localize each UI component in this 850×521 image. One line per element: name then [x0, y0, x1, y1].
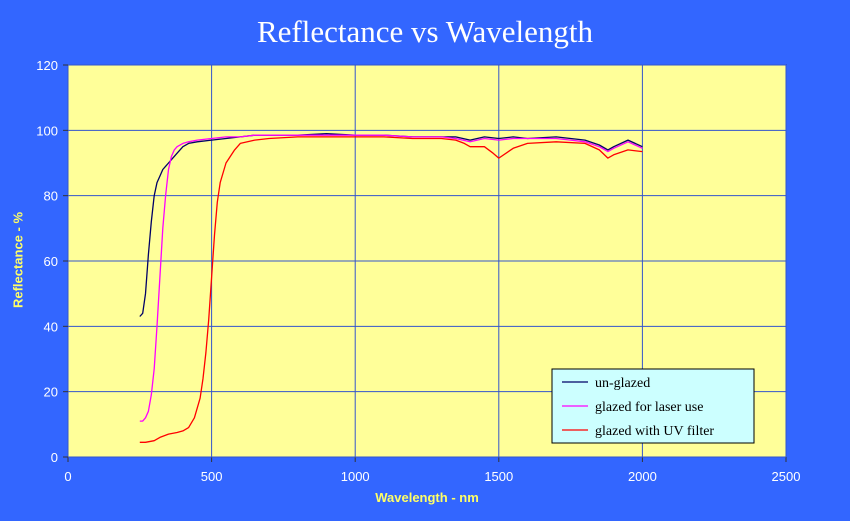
- x-tick-label: 2500: [772, 469, 801, 484]
- x-tick-label: 0: [64, 469, 71, 484]
- x-tick-label: 500: [201, 469, 223, 484]
- legend-label-1: un-glazed: [595, 376, 650, 391]
- y-tick-label: 40: [44, 319, 58, 334]
- x-axis-label: Wavelength - nm: [375, 490, 479, 505]
- series-line-3: [139, 136, 643, 443]
- y-tick-label: 100: [36, 123, 58, 138]
- y-tick-label: 60: [44, 254, 58, 269]
- x-tick-label: 1000: [341, 469, 370, 484]
- chart-title: Reflectance vs Wavelength: [256, 14, 594, 49]
- y-tick-label: 0: [51, 450, 58, 465]
- x-tick-label: 2000: [628, 469, 657, 484]
- tick-labels: 0 500 1000 1500 2000 2500 0 20 40 60 80 100 120: [36, 58, 800, 484]
- legend-label-2: glazed for laser use: [595, 400, 703, 415]
- series-line-2: [139, 134, 643, 422]
- y-tick-label: 120: [36, 58, 58, 73]
- y-tick-label: 80: [44, 189, 58, 204]
- legend: un-glazed glazed for laser use glazed with…: [551, 368, 755, 444]
- series-layer: [139, 132, 643, 443]
- y-axis-label: Reflectance - %: [10, 211, 26, 309]
- gridlines: [63, 64, 787, 462]
- legend-label-3: glazed with UV filter: [595, 424, 714, 439]
- x-tick-label: 1500: [484, 469, 513, 484]
- y-tick-label: 20: [44, 385, 58, 400]
